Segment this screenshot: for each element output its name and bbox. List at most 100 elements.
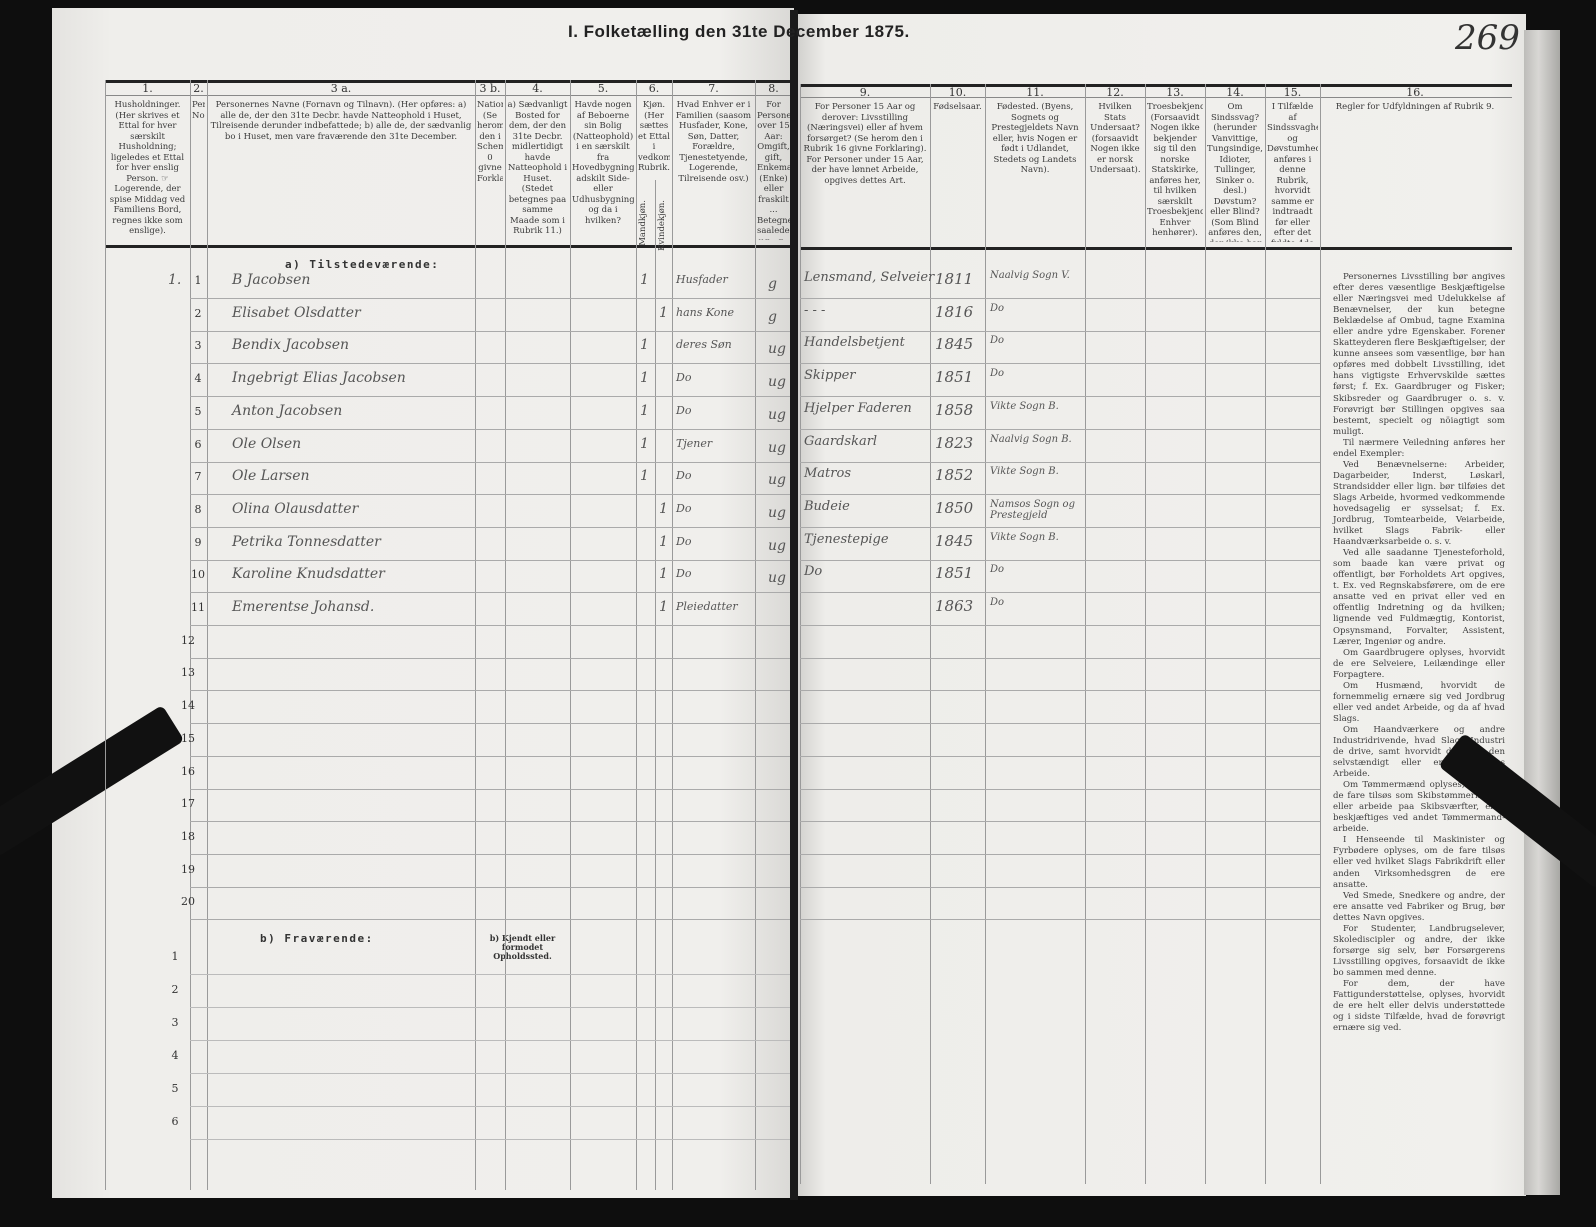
row-line (190, 657, 790, 659)
column-divider (475, 80, 476, 1190)
column-number: 1. (142, 82, 153, 95)
occupation: Budeie (804, 498, 850, 514)
row-line (190, 625, 790, 626)
row-line (190, 559, 790, 561)
column-number: 3 b. (479, 82, 501, 95)
person-number: 2 (194, 306, 202, 320)
column-divider (570, 80, 571, 1190)
rule-paragraph: I Henseende til Maskinister og Fyrbødere… (1333, 835, 1505, 890)
rule-paragraph: Personernes Livsstilling bør angives eft… (1333, 272, 1505, 437)
column-number: 9. (859, 86, 871, 99)
birth-year: 1863 (935, 597, 974, 615)
person-name: Ingebrigt Elias Jacobsen (232, 370, 406, 387)
row-line (190, 526, 790, 528)
occupation: - - - (804, 302, 826, 318)
row-line (190, 494, 790, 496)
colnum-rule (800, 97, 1512, 98)
column-number: 15. (1283, 86, 1302, 99)
birth-year: 1858 (935, 400, 974, 419)
column-divider (800, 84, 801, 1184)
column-number: 5. (597, 82, 609, 95)
row-number: 14 (181, 699, 195, 713)
absent-row-number: 5 (171, 1082, 179, 1095)
marital-status: ug (768, 537, 786, 554)
row-line (800, 788, 1320, 790)
row-line (190, 1007, 790, 1008)
birthplace: Vikte Sogn B. (990, 400, 1059, 412)
person-name: Ole Olsen (232, 435, 302, 452)
absent-row-number: 3 (171, 1016, 179, 1029)
left-page (52, 8, 794, 1198)
birth-year: 1851 (935, 564, 974, 583)
column-number: 2. (193, 82, 204, 95)
rules-rubrik-9: Personernes Livsstilling bør angives eft… (1333, 272, 1505, 1034)
section-absent: b) Fraværende: (260, 932, 374, 945)
row-line (190, 592, 790, 594)
column-number: 4. (532, 82, 543, 95)
marital-status: ug (768, 374, 786, 391)
row-line (190, 821, 790, 823)
birthplace: Naalvig Sogn B. (990, 433, 1072, 445)
column-divider (1145, 84, 1146, 1184)
marital-status: g (768, 276, 777, 292)
column-divider (207, 80, 208, 1190)
family-position: Tjener (676, 436, 713, 450)
row-line (190, 919, 790, 921)
rule-paragraph: Om Tømmermænd oplyses, hvorvidt de fare … (1333, 780, 1505, 835)
header-rule (105, 80, 790, 83)
birth-year: 1816 (935, 302, 974, 321)
row-number: 13 (181, 666, 195, 680)
sex-female-mark: 1 (659, 533, 668, 550)
household-mark: 1. (168, 272, 182, 288)
rule-paragraph: For dem, der have Fattigunderstøttelse, … (1333, 979, 1505, 1034)
column-header: Husholdninger. (Her skrives et Ettal for… (109, 100, 186, 236)
marital-status: ug (768, 570, 786, 587)
person-number: 3 (194, 339, 202, 353)
sex-female-mark: 1 (659, 599, 668, 615)
column-header: Om Sindssvag? (herunder Vanvittige, Tung… (1207, 102, 1263, 242)
birth-year: 1823 (935, 433, 974, 452)
column-divider (505, 80, 506, 1190)
row-line (800, 723, 1320, 725)
person-name: Petrika Tonnesdatter (232, 533, 381, 550)
column-header: Fødested. (Byens, Sognets og Prestegjeld… (991, 102, 1079, 175)
column-number: 16. (1406, 86, 1424, 99)
column-header: Regler for Udfyldningen af Rubrik 9. (1335, 102, 1495, 112)
row-line (800, 690, 1320, 692)
birthplace: Naalvig Sogn V. (990, 270, 1070, 281)
column-divider (1205, 84, 1206, 1184)
family-position: Husfader (676, 273, 728, 286)
occupation: Skipper (804, 368, 856, 384)
row-line (800, 396, 1320, 398)
column-number: 10. (948, 86, 967, 99)
marital-status: g (768, 308, 777, 325)
row-number: 15 (181, 731, 195, 745)
row-line (190, 428, 790, 430)
column-header: Havde nogen af Beboerne sin Bolig (Natte… (572, 100, 634, 226)
column-divider (1265, 84, 1266, 1184)
row-number: 17 (181, 797, 195, 811)
family-position: Pleiedatter (676, 600, 738, 613)
rule-paragraph: Ved Smede, Snedkere og andre, der ere an… (1333, 890, 1505, 923)
birthplace: Do (990, 302, 1005, 314)
marital-status: ug (768, 472, 786, 489)
person-number: 6 (194, 437, 202, 451)
row-line (190, 1040, 790, 1041)
occupation: Matros (804, 466, 851, 482)
sex-male-mark: 1 (640, 370, 649, 387)
book-spine (790, 10, 798, 1200)
person-name: Ole Larsen (232, 468, 310, 485)
family-position: Do (676, 403, 692, 417)
column-number: 8. (768, 82, 779, 95)
row-line (190, 974, 790, 975)
sex-male-header: Mandkjøn. (638, 200, 648, 246)
row-line (190, 1073, 790, 1074)
sex-male-mark: 1 (640, 337, 649, 354)
person-number: 10 (191, 568, 205, 582)
person-name: Olina Olausdatter (232, 500, 359, 517)
person-number: 9 (194, 535, 202, 549)
row-line (190, 755, 790, 757)
family-position: deres Søn (676, 338, 732, 352)
absent-row-number: 2 (171, 983, 179, 996)
marital-status: ug (768, 504, 786, 521)
